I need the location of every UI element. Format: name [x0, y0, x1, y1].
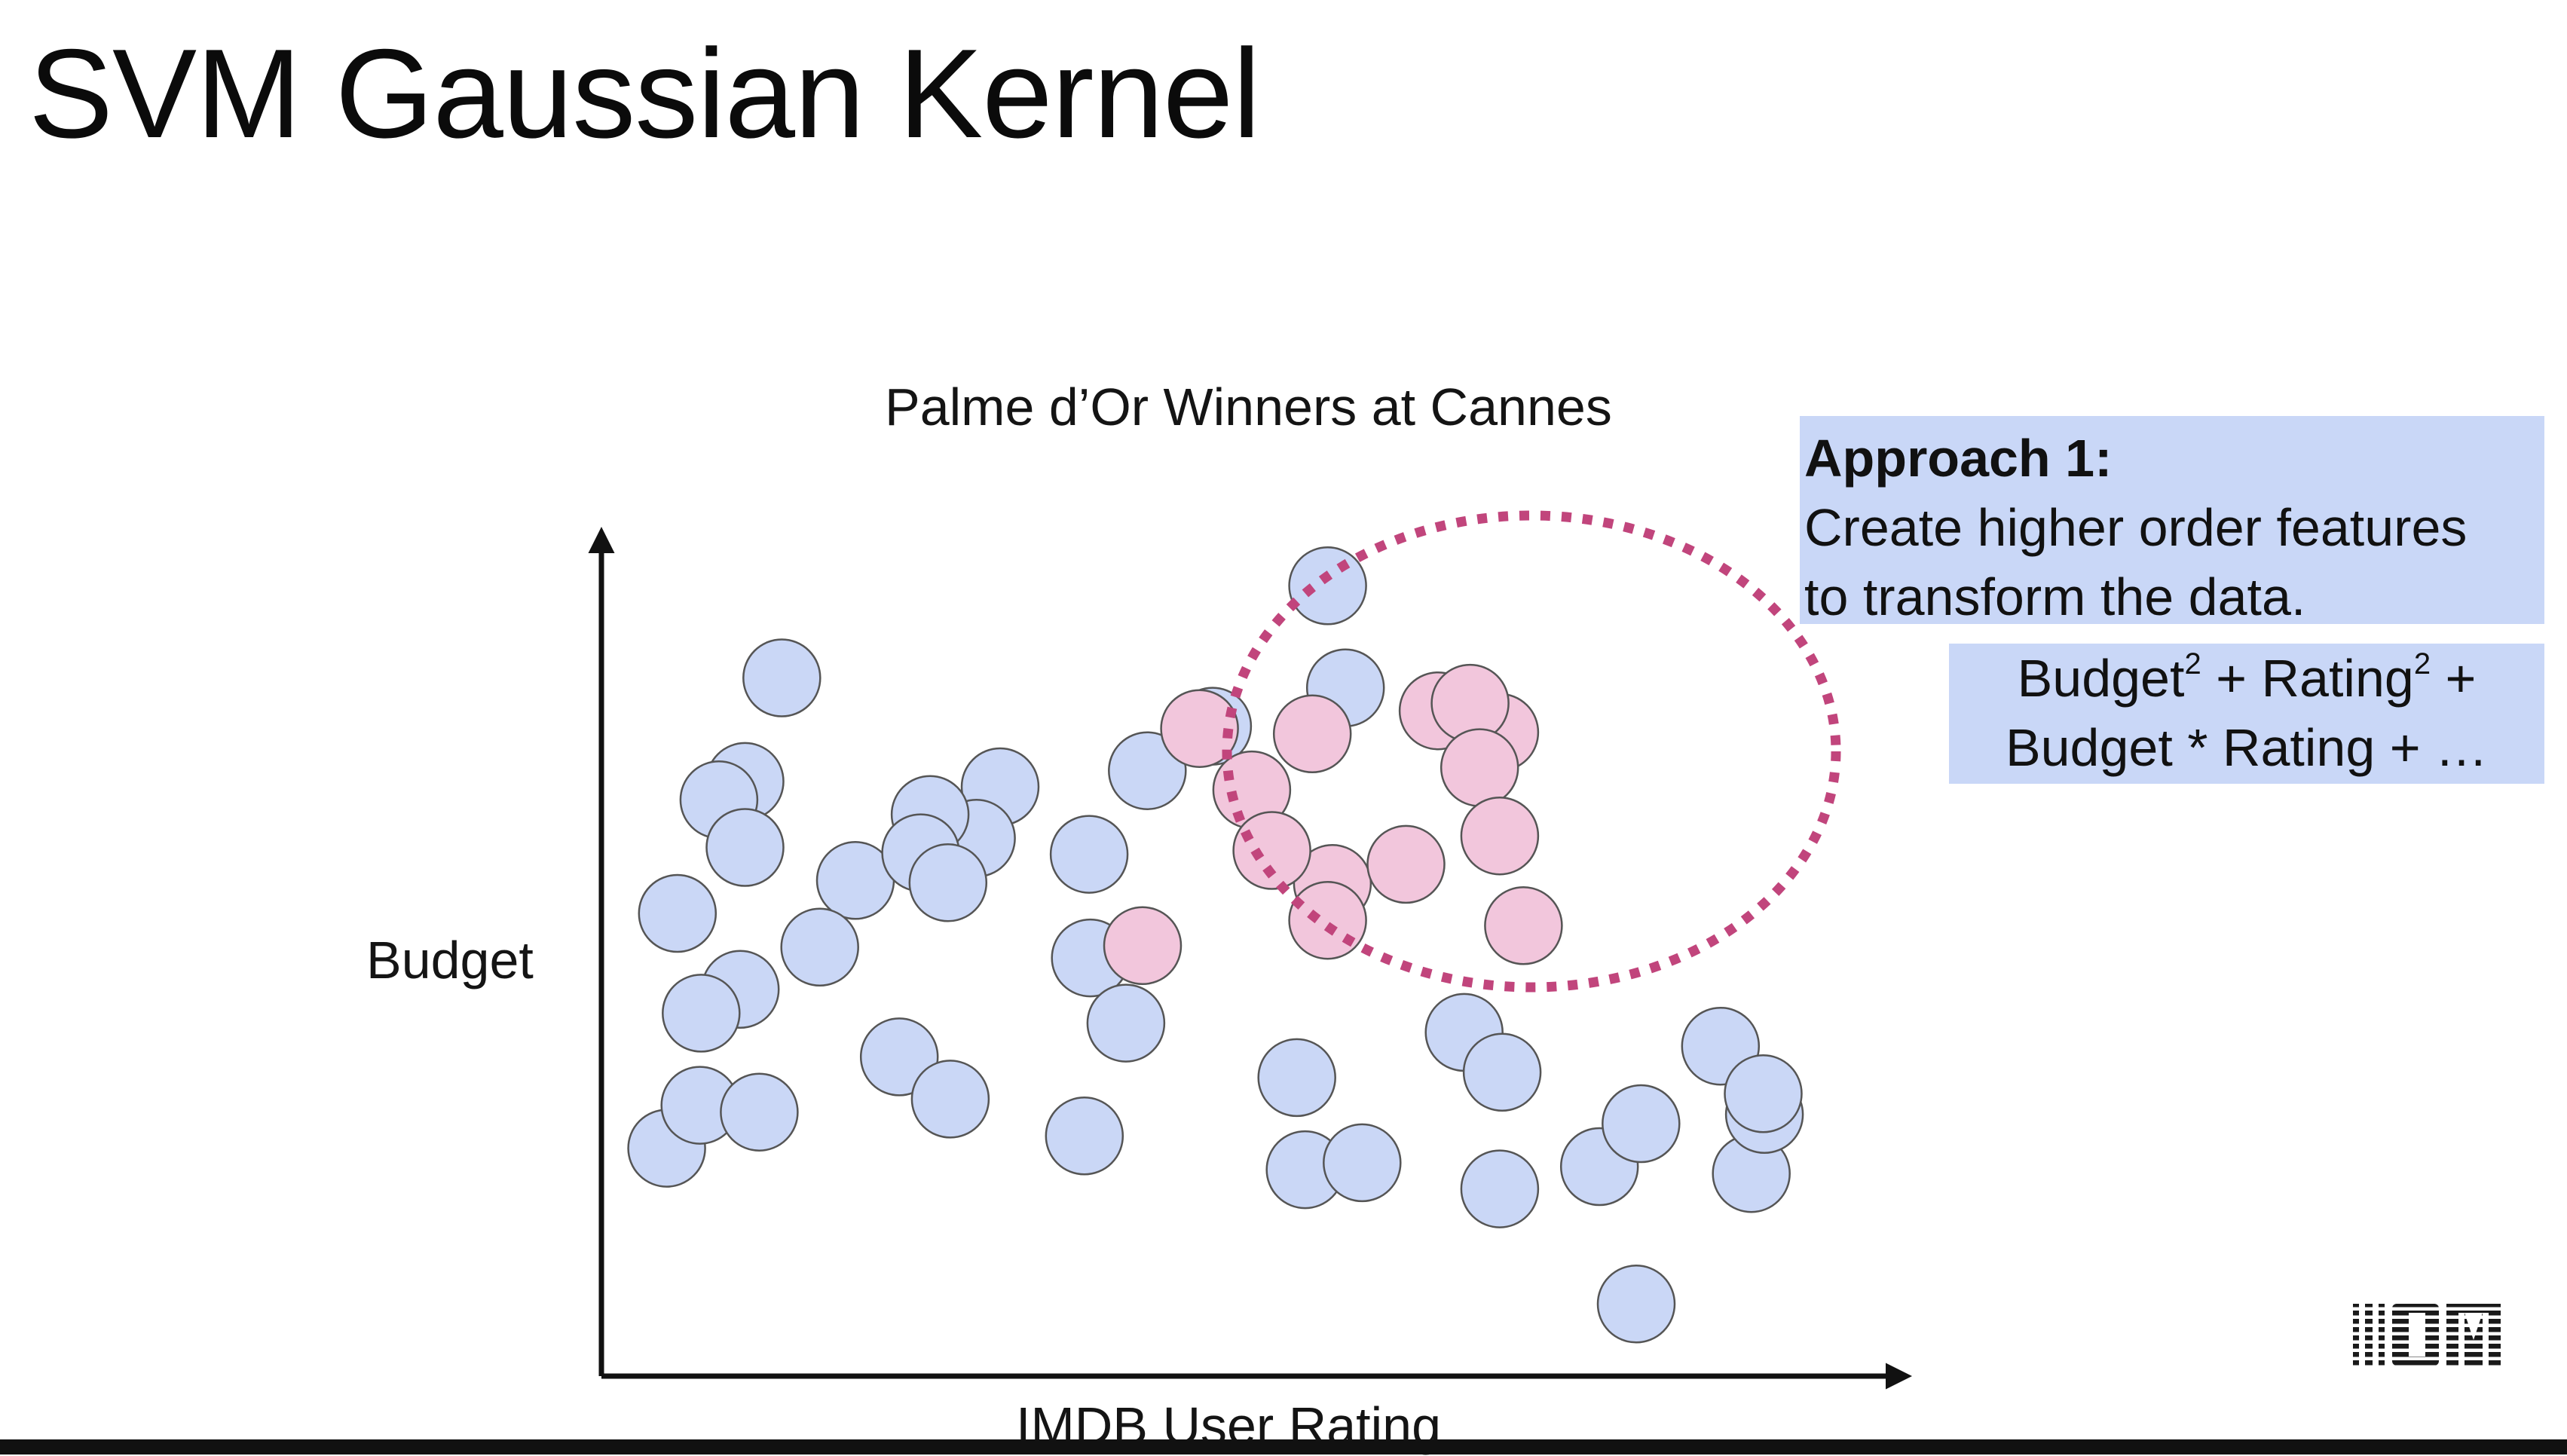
data-point-blue	[910, 1060, 990, 1139]
data-point-blue	[1257, 1038, 1336, 1118]
data-point-pink	[1288, 880, 1367, 960]
data-point-pink	[1440, 728, 1519, 807]
data-point-blue	[1108, 731, 1187, 810]
data-point-blue	[638, 873, 717, 953]
data-point-blue	[1602, 1084, 1681, 1164]
data-point-pink	[1460, 796, 1540, 876]
data-point-blue	[1596, 1265, 1676, 1344]
data-point-blue	[1288, 546, 1367, 626]
data-point-pink	[1366, 824, 1446, 904]
formula-line-1: Budget2 + Rating2 +	[1949, 644, 2544, 713]
data-point-pink	[1103, 906, 1183, 986]
formula-exponent: 2	[2413, 647, 2431, 681]
data-point-blue	[1724, 1054, 1803, 1133]
data-point-blue	[742, 638, 822, 717]
data-point-blue	[1045, 1097, 1124, 1176]
data-point-blue	[1086, 983, 1166, 1063]
data-point-blue	[908, 843, 988, 922]
data-point-blue	[1462, 1032, 1542, 1112]
data-point-blue	[705, 808, 785, 887]
data-point-blue	[1049, 815, 1129, 894]
data-point-blue	[780, 907, 859, 987]
approach-heading: Approach 1:	[1804, 429, 2113, 488]
chart-title: Palme d’Or Winners at Cannes	[885, 378, 1612, 436]
formula-budget: Budget	[2017, 649, 2185, 708]
data-point-blue	[1460, 1149, 1540, 1228]
data-point-pink	[1484, 886, 1563, 965]
data-point-blue	[1323, 1123, 1402, 1203]
y-axis-label: Budget	[366, 931, 534, 990]
class-boundary-ellipse	[1222, 510, 1841, 993]
slide-title: SVM Gaussian Kernel	[29, 23, 1261, 164]
formula-callout: Budget2 + Rating2 + Budget * Rating + …	[1949, 644, 2544, 784]
data-point-pink	[1160, 689, 1239, 768]
data-point-pink	[1272, 694, 1352, 774]
approach-callout: Approach 1: Create higher order features…	[1800, 416, 2544, 626]
bottom-bar	[0, 1439, 2567, 1454]
approach-description-line-2: to transform the data.	[1804, 567, 2306, 626]
ibm-logo	[2353, 1302, 2501, 1367]
approach-description-line-1: Create higher order features	[1804, 498, 2468, 557]
data-point-pink	[1232, 811, 1311, 890]
data-point-blue	[662, 974, 741, 1053]
formula-line-2: Budget * Rating + …	[2005, 718, 2489, 777]
data-point-blue	[720, 1072, 799, 1152]
formula-plus-rating: + Rating	[2201, 649, 2414, 708]
formula-trailing-plus: +	[2431, 649, 2477, 708]
formula-exponent: 2	[2184, 647, 2201, 681]
